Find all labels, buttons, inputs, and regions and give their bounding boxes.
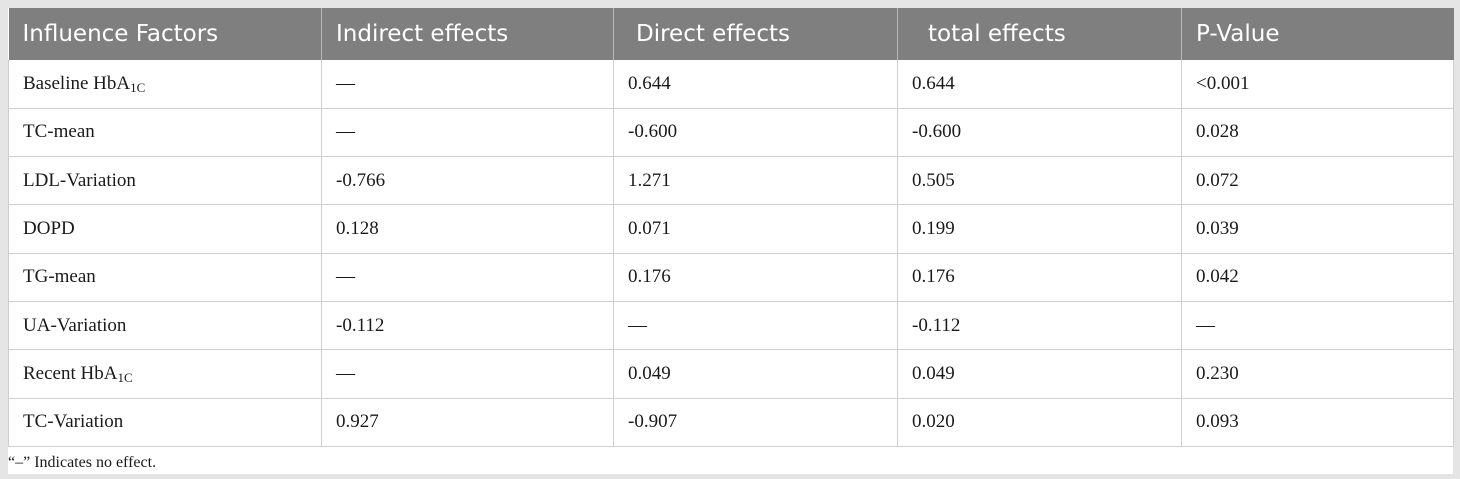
effects-table: Influence Factors Indirect effects Direc… — [8, 8, 1454, 447]
total-cell: 0.505 — [897, 156, 1182, 206]
header-p-value: P-Value — [1181, 8, 1454, 60]
direct-cell: -0.907 — [613, 398, 898, 447]
total-cell: 0.049 — [897, 349, 1182, 399]
p-value-cell: 0.072 — [1181, 156, 1454, 206]
total-cell: 0.644 — [897, 60, 1182, 109]
direct-cell: 0.644 — [613, 60, 898, 109]
direct-cell: -0.600 — [613, 108, 898, 158]
total-cell: 0.199 — [897, 204, 1182, 254]
table-row: UA-Variation -0.112 — -0.112 — — [8, 301, 1454, 351]
header-row: Influence Factors Indirect effects Direc… — [8, 8, 1454, 60]
direct-cell: 0.071 — [613, 204, 898, 254]
factor-cell: UA-Variation — [8, 301, 322, 351]
table-row: Baseline HbA1C — 0.644 0.644 <0.001 — [8, 60, 1454, 109]
indirect-cell: — — [321, 349, 614, 399]
p-value-cell: 0.039 — [1181, 204, 1454, 254]
total-cell: -0.600 — [897, 108, 1182, 158]
factor-cell: Recent HbA1C — [8, 349, 322, 399]
table-row: Recent HbA1C — 0.049 0.049 0.230 — [8, 349, 1454, 399]
factor-cell: TG-mean — [8, 253, 322, 302]
table-footnote: “–” Indicates no effect. — [8, 454, 157, 471]
table-row: DOPD 0.128 0.071 0.199 0.039 — [8, 204, 1454, 254]
factor-cell: TC-mean — [8, 108, 322, 158]
header-total-effects: total effects — [897, 8, 1182, 60]
direct-cell: — — [613, 301, 898, 351]
table-panel: Influence Factors Indirect effects Direc… — [8, 8, 1454, 474]
p-value-cell: 0.028 — [1181, 108, 1454, 158]
p-value-cell: — — [1181, 301, 1454, 351]
indirect-cell: — — [321, 253, 614, 302]
factor-cell: TC-Variation — [8, 398, 322, 447]
direct-cell: 0.049 — [613, 349, 898, 399]
direct-cell: 1.271 — [613, 156, 898, 206]
header-influence-factors: Influence Factors — [8, 8, 322, 60]
table-row: TC-mean — -0.600 -0.600 0.028 — [8, 108, 1454, 158]
total-cell: 0.176 — [897, 253, 1182, 302]
p-value-cell: 0.230 — [1181, 349, 1454, 399]
indirect-cell: 0.128 — [321, 204, 614, 254]
indirect-cell: -0.766 — [321, 156, 614, 206]
factor-cell: Baseline HbA1C — [8, 60, 322, 109]
header-direct-effects: Direct effects — [613, 8, 898, 60]
indirect-cell: 0.927 — [321, 398, 614, 447]
total-cell: -0.112 — [897, 301, 1182, 351]
indirect-cell: — — [321, 108, 614, 158]
indirect-cell: -0.112 — [321, 301, 614, 351]
indirect-cell: — — [321, 60, 614, 109]
total-cell: 0.020 — [897, 398, 1182, 447]
p-value-cell: 0.093 — [1181, 398, 1454, 447]
direct-cell: 0.176 — [613, 253, 898, 302]
header-indirect-effects: Indirect effects — [321, 8, 614, 60]
table-row: TG-mean — 0.176 0.176 0.042 — [8, 253, 1454, 302]
table-row: TC-Variation 0.927 -0.907 0.020 0.093 — [8, 398, 1454, 447]
factor-cell: LDL-Variation — [8, 156, 322, 206]
p-value-cell: <0.001 — [1181, 60, 1454, 109]
p-value-cell: 0.042 — [1181, 253, 1454, 302]
table-row: LDL-Variation -0.766 1.271 0.505 0.072 — [8, 156, 1454, 206]
factor-cell: DOPD — [8, 204, 322, 254]
